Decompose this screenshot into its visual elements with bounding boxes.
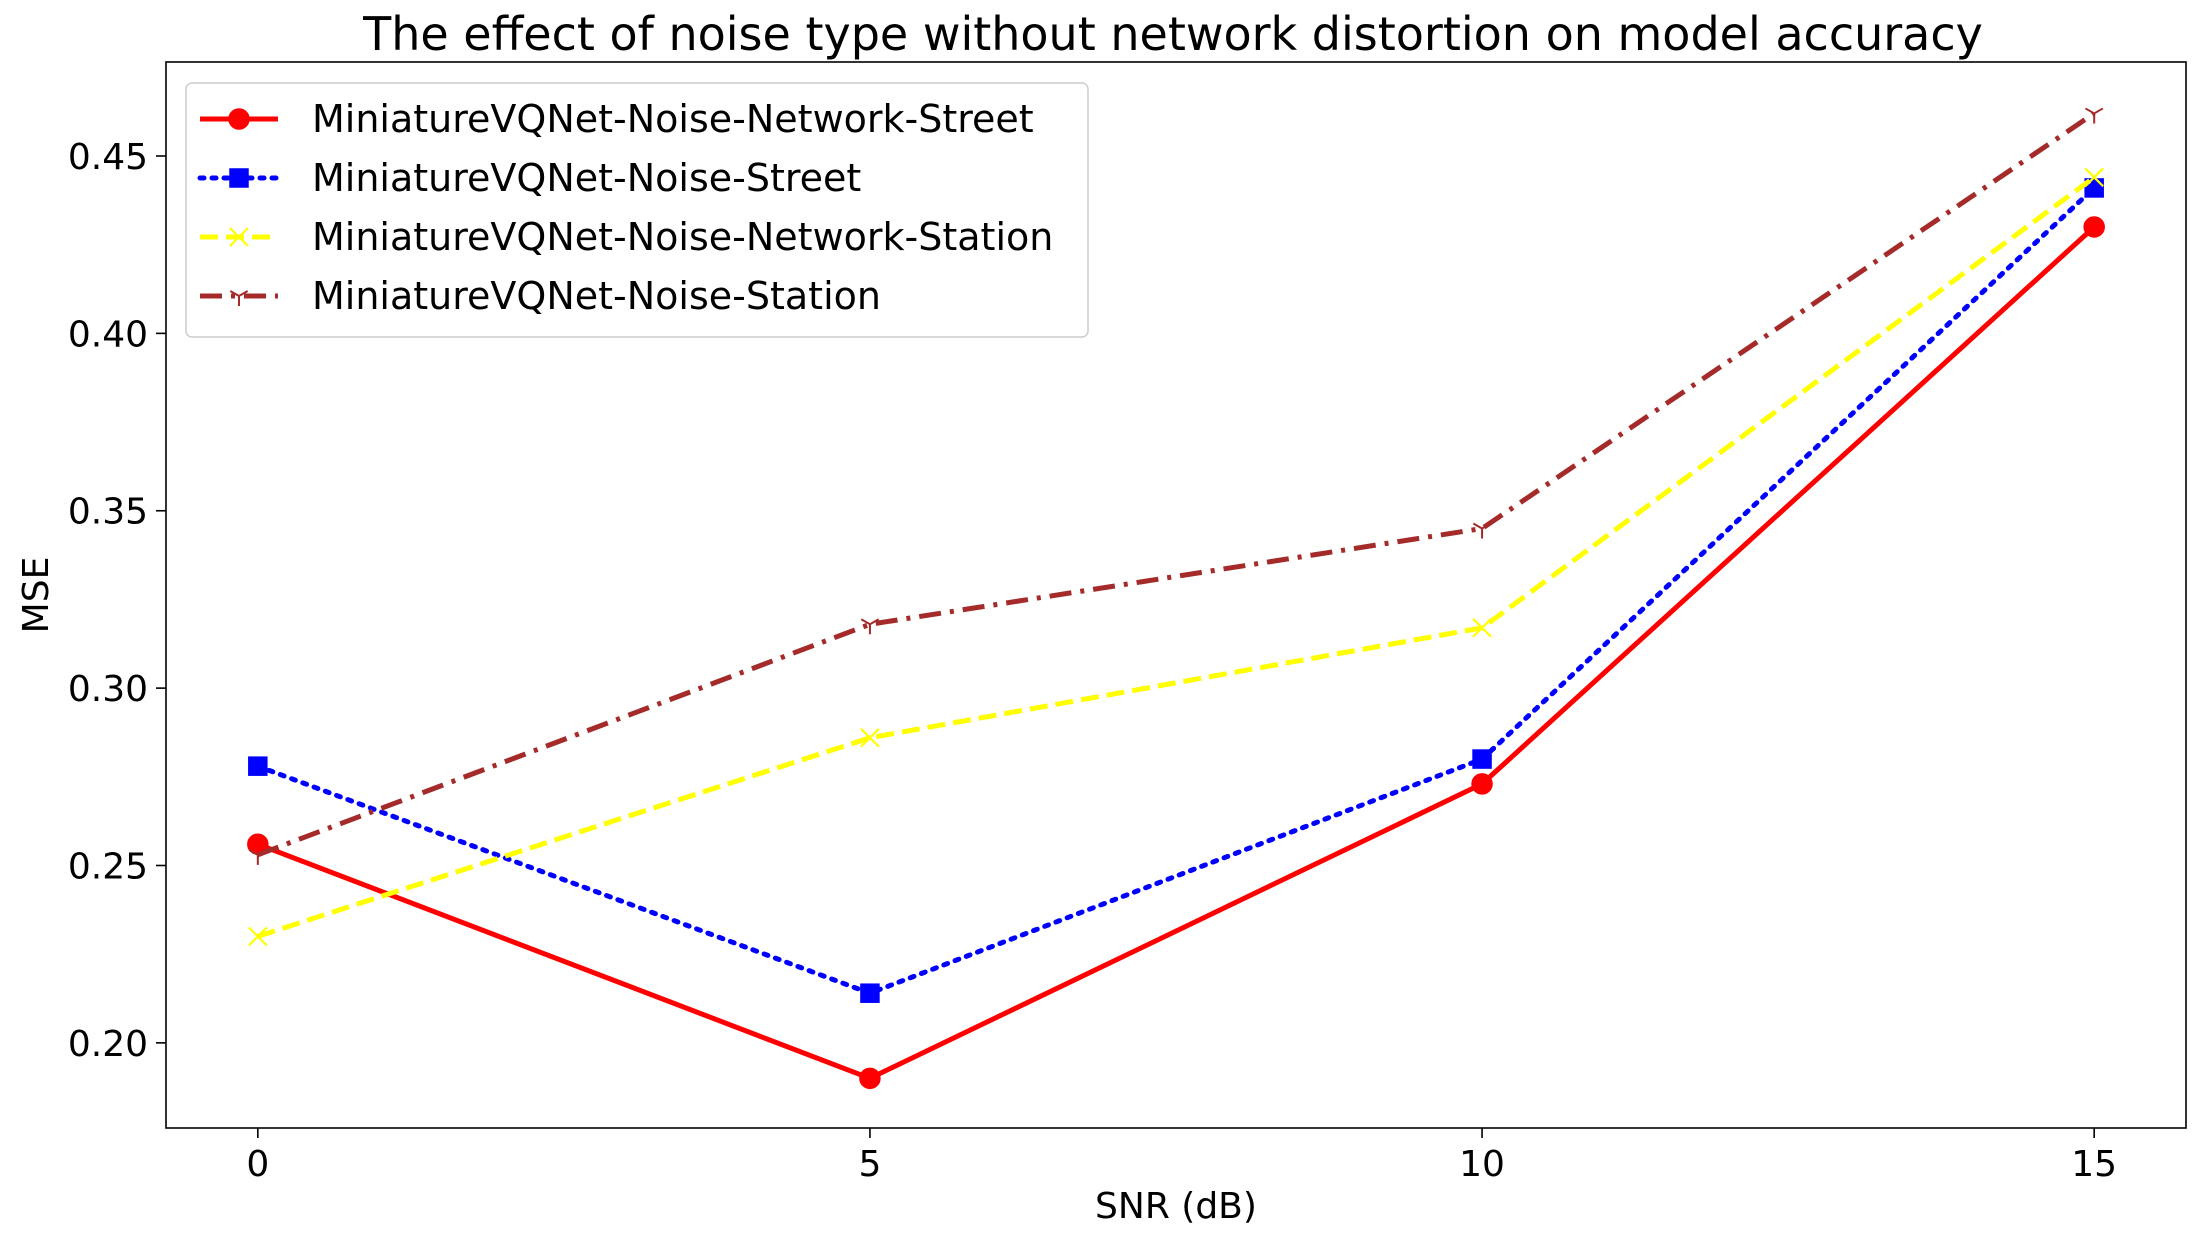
legend: MiniatureVQNet-Noise-Network-Street Minia… bbox=[185, 82, 1089, 338]
data-point bbox=[248, 756, 268, 776]
data-point bbox=[859, 1067, 881, 1090]
y-tick-label: 0.40 bbox=[68, 314, 148, 355]
legend-item: MiniatureVQNet-Noise-Network-Street bbox=[200, 97, 1034, 141]
legend-marker bbox=[229, 290, 249, 306]
legend-label: MiniatureVQNet-Noise-Network-Street bbox=[312, 97, 1034, 141]
legend-item: MiniatureVQNet-Noise-Station bbox=[200, 274, 881, 318]
legend-label: MiniatureVQNet-Noise-Network-Station bbox=[312, 215, 1053, 259]
y-tick-label: 0.30 bbox=[68, 669, 148, 710]
legend-box bbox=[185, 82, 1089, 338]
data-point bbox=[860, 618, 880, 635]
series-line bbox=[257, 175, 2096, 939]
series-line bbox=[256, 225, 2096, 1081]
series-line bbox=[256, 111, 2096, 858]
series-4 bbox=[248, 107, 2104, 865]
x-tick-label: 10 bbox=[1459, 1144, 1505, 1185]
legend-marker bbox=[228, 108, 250, 130]
axis-ticks: 0 5 10 15 0.20 0.25 0.30 0.35 0.40 0.45 bbox=[68, 137, 2117, 1185]
data-point bbox=[1472, 749, 1492, 769]
data-point bbox=[1472, 618, 1492, 638]
series-line bbox=[255, 185, 2097, 996]
x-axis-label: SNR (dB) bbox=[1095, 1186, 1257, 1227]
data-point bbox=[248, 848, 268, 865]
legend-marker bbox=[229, 168, 249, 188]
data-point bbox=[2083, 216, 2105, 238]
x-tick-label: 0 bbox=[246, 1144, 269, 1185]
y-tick-label: 0.25 bbox=[68, 846, 148, 887]
x-tick-label: 5 bbox=[858, 1144, 881, 1185]
legend-label: MiniatureVQNet-Noise-Street bbox=[312, 156, 861, 200]
x-tick-label: 15 bbox=[2071, 1144, 2117, 1185]
data-point bbox=[860, 983, 880, 1003]
plot-frame bbox=[165, 61, 2187, 1129]
data-point bbox=[2084, 107, 2104, 124]
legend-label: MiniatureVQNet-Noise-Station bbox=[312, 274, 881, 318]
y-axis-label: MSE bbox=[16, 557, 57, 634]
plot-area bbox=[247, 107, 2105, 1090]
data-point bbox=[1472, 522, 1492, 539]
legend-item: MiniatureVQNet-Noise-Network-Station bbox=[200, 215, 1053, 259]
series-1 bbox=[247, 216, 2105, 1090]
data-point bbox=[1471, 773, 1493, 795]
data-point bbox=[248, 926, 268, 947]
y-tick-label: 0.35 bbox=[68, 492, 148, 533]
chart-title: The effect of noise type without network… bbox=[362, 7, 1983, 61]
data-point bbox=[2084, 167, 2104, 188]
legend-marker bbox=[229, 227, 249, 247]
y-tick-label: 0.20 bbox=[68, 1024, 148, 1065]
series-3 bbox=[248, 167, 2104, 947]
legend-item: MiniatureVQNet-Noise-Street bbox=[197, 156, 861, 200]
data-point bbox=[860, 728, 880, 748]
y-tick-label: 0.45 bbox=[68, 137, 148, 178]
